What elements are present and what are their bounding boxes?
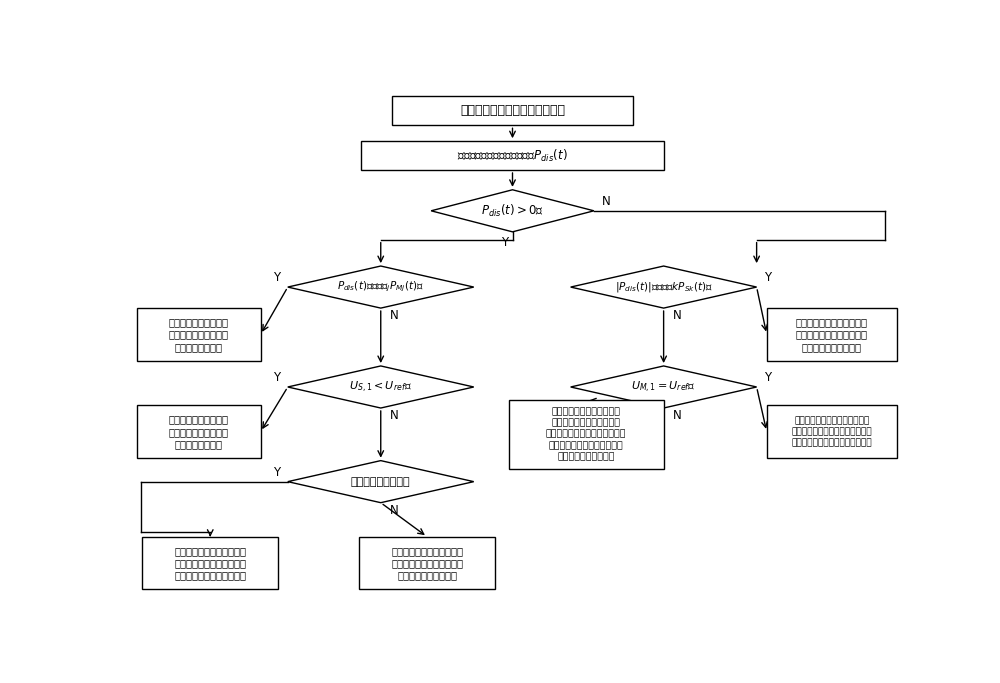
FancyBboxPatch shape — [509, 400, 664, 469]
Text: Y: Y — [764, 271, 772, 284]
Text: N: N — [390, 409, 399, 422]
FancyBboxPatch shape — [359, 537, 495, 589]
Text: Y: Y — [273, 271, 280, 284]
Text: 电网下发调度指令？: 电网下发调度指令？ — [351, 477, 411, 487]
Text: $P_{dis}(t)$小于等于$_jP_{Mj}(t)$？: $P_{dis}(t)$小于等于$_jP_{Mj}(t)$？ — [337, 280, 424, 294]
Text: N: N — [673, 309, 682, 322]
Text: 部分主储能单元启动进
行恒流充电，辅助储能
单元吸收纹波功率: 部分主储能单元启动进 行恒流充电，辅助储能 单元吸收纹波功率 — [169, 317, 229, 352]
Polygon shape — [431, 190, 594, 232]
Polygon shape — [571, 266, 757, 308]
Polygon shape — [288, 266, 474, 308]
FancyBboxPatch shape — [767, 406, 897, 458]
Text: $U_{M,1}=U_{ref}$？: $U_{M,1}=U_{ref}$？ — [631, 380, 696, 395]
Text: Y: Y — [764, 371, 772, 384]
Text: 电网孤岛运行，且全部主储
能单元启动进行恒流充电，
辅助储能单元下垂稳压: 电网孤岛运行，且全部主储 能单元启动进行恒流充电， 辅助储能单元下垂稳压 — [391, 546, 463, 581]
Polygon shape — [571, 366, 757, 408]
FancyBboxPatch shape — [142, 537, 278, 589]
FancyBboxPatch shape — [767, 308, 897, 361]
Text: 全部主储能单元启动进
行恒流充电，辅助储能
单元吸收纹波功率: 全部主储能单元启动进 行恒流充电，辅助储能 单元吸收纹波功率 — [169, 415, 229, 449]
Text: 获取直流微电网内待分配功率$P_{dis}(t)$: 获取直流微电网内待分配功率$P_{dis}(t)$ — [457, 148, 568, 164]
Text: Y: Y — [273, 466, 280, 479]
Text: $|P_{dis}(t)|$小于等于$kP_{Sk}(t)$？: $|P_{dis}(t)|$小于等于$kP_{Sk}(t)$？ — [615, 280, 713, 294]
Text: Y: Y — [501, 236, 508, 249]
Text: $U_{S,1}<U_{ref}$？: $U_{S,1}<U_{ref}$？ — [349, 380, 412, 395]
Text: N: N — [390, 504, 399, 517]
Polygon shape — [288, 366, 474, 408]
Text: 部分主储能单元转入放电状态进
行放电，全部从储能单元启动进行
放电，辅助储能单元吸收纹波功率: 部分主储能单元转入放电状态进 行放电，全部从储能单元启动进行 放电，辅助储能单元… — [791, 416, 872, 447]
Text: 构建多储能系统直流微电网架构: 构建多储能系统直流微电网架构 — [460, 104, 565, 117]
FancyBboxPatch shape — [137, 406, 261, 458]
Polygon shape — [288, 460, 474, 503]
Text: N: N — [390, 309, 399, 322]
FancyBboxPatch shape — [361, 141, 664, 170]
Text: 从电压较低的从储能单元开
始逐个启动进行放电，辅助
储能单元吸收纹波功率: 从电压较低的从储能单元开 始逐个启动进行放电，辅助 储能单元吸收纹波功率 — [796, 317, 868, 352]
FancyBboxPatch shape — [392, 96, 633, 126]
Text: 电网并网运行，且全部主储
能单元启动进行恒流充电，
辅助储能单元吸收纹波功率: 电网并网运行，且全部主储 能单元启动进行恒流充电， 辅助储能单元吸收纹波功率 — [174, 546, 246, 581]
Text: N: N — [673, 409, 682, 422]
FancyBboxPatch shape — [137, 308, 261, 361]
Text: Y: Y — [273, 371, 280, 384]
Text: $P_{dis}(t)>0$？: $P_{dis}(t)>0$？ — [481, 203, 544, 219]
Text: N: N — [602, 195, 610, 208]
Text: 电网提供缺额，全部从储单
元启动进行放电，辅助储能
单元吸收纹波功率；当电网以及
主储能单元均无法提供缺额，
则启动所述燃料发电机: 电网提供缺额，全部从储单 元启动进行放电，辅助储能 单元吸收纹波功率；当电网以及… — [546, 408, 626, 461]
